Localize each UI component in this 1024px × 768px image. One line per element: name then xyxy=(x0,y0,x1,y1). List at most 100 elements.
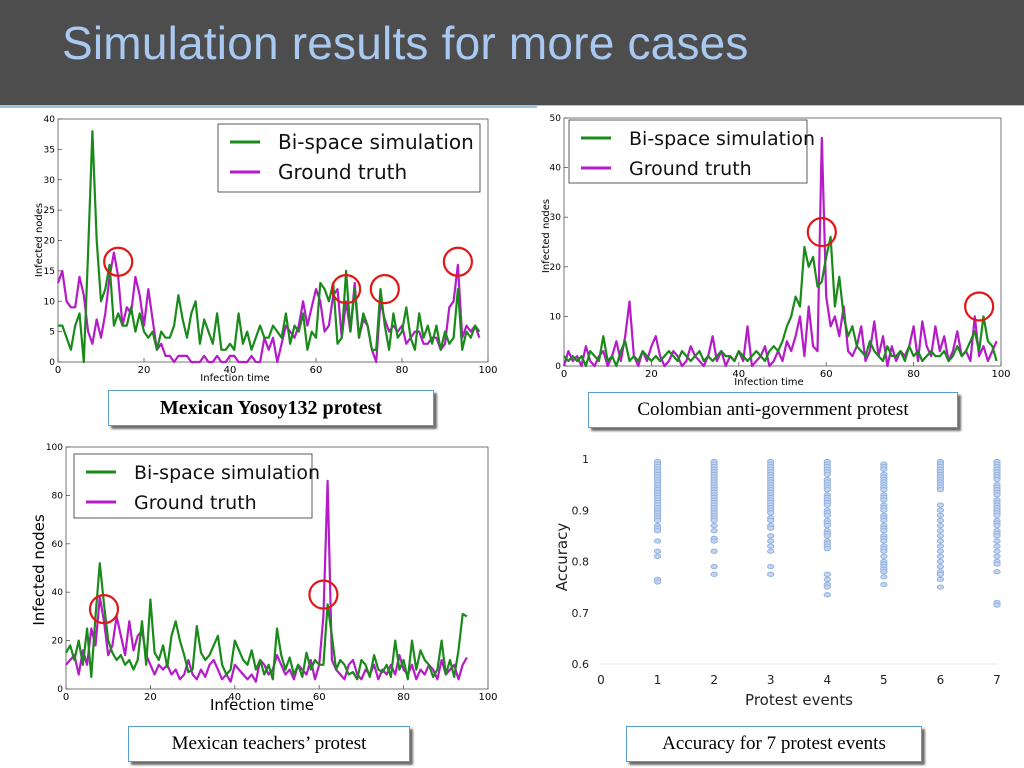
caption-colombian: Colombian anti-government protest xyxy=(588,392,958,428)
y-axis-label: Infected nodes xyxy=(30,514,48,626)
chart-teachers: 0 20 40 60 80 100 0 20 40 60 80 100 Infection time In… xyxy=(30,443,498,714)
x-tick-label: 0 xyxy=(597,673,605,687)
legend-entry: Ground truth xyxy=(134,492,257,514)
y-tick-label: 10 xyxy=(44,297,56,307)
scatter-point xyxy=(936,502,945,508)
y-tick-label: 5 xyxy=(49,328,55,338)
x-axis-label: Infection time xyxy=(734,377,803,388)
scatter-point xyxy=(823,512,831,519)
scatter-point xyxy=(880,553,888,560)
scatter-point xyxy=(936,538,945,544)
scatter-point xyxy=(936,548,945,554)
highlight-circle xyxy=(308,579,339,610)
x-tick-label: 60 xyxy=(310,365,323,376)
legend-entry: Bi-space simulation xyxy=(278,130,474,154)
series-line-bi-space-simulation xyxy=(65,562,468,681)
highlight-circle xyxy=(88,594,120,625)
scatter-point xyxy=(880,466,888,472)
legend-entry: Bi-space simulation xyxy=(629,128,815,150)
x-tick-label: 6 xyxy=(937,673,945,687)
scatter-point xyxy=(993,512,1001,519)
scatter-point xyxy=(936,571,945,577)
x-tick-label: 100 xyxy=(991,369,1010,380)
x-tick-label: 20 xyxy=(144,692,157,703)
scatter-point xyxy=(880,538,888,544)
highlight-circle xyxy=(806,216,837,248)
scatter-point xyxy=(936,487,945,493)
x-tick-label: 100 xyxy=(478,692,497,703)
scatter-point xyxy=(767,533,775,539)
x-tick-label: 80 xyxy=(907,369,920,380)
scatter-point xyxy=(767,510,775,516)
x-tick-label: 0 xyxy=(561,369,567,380)
scatter-point xyxy=(993,492,1001,498)
scatter-point xyxy=(993,533,1001,539)
scatter-point xyxy=(653,528,662,534)
y-tick-label: 0 xyxy=(57,685,63,695)
scatter-point xyxy=(823,502,831,508)
highlight-circle xyxy=(103,246,134,277)
y-tick-label: 0.7 xyxy=(572,607,590,620)
x-tick-label: 7 xyxy=(993,673,1001,687)
x-tick-label: 80 xyxy=(396,365,409,376)
scatter-point xyxy=(823,584,831,590)
legend-entry: Ground truth xyxy=(629,158,752,180)
scatter-point xyxy=(710,528,718,534)
scatter-point xyxy=(710,517,718,524)
scatter-point xyxy=(936,553,945,560)
x-tick-label: 60 xyxy=(313,692,326,703)
scatter-point xyxy=(993,476,1001,483)
scatter-point xyxy=(993,538,1001,544)
scatter-point xyxy=(767,525,775,531)
x-tick-label: 40 xyxy=(228,692,241,703)
scatter-point xyxy=(936,576,945,583)
y-tick-label: 50 xyxy=(550,114,562,124)
y-tick-label: 20 xyxy=(550,263,562,273)
y-tick-label: 20 xyxy=(52,637,64,647)
y-tick-label: 60 xyxy=(52,540,64,550)
scatter-point xyxy=(993,561,1001,567)
scatter-point xyxy=(653,538,662,544)
scatter-point xyxy=(993,543,1001,549)
scatter-point xyxy=(993,602,1001,608)
x-tick-label: 60 xyxy=(820,369,833,380)
chart-panel-yosoy132: 0 20 40 60 80 100 0 5 10 15 20 25 30 35 40 Infection ti… xyxy=(30,112,508,392)
x-tick-label: 4 xyxy=(823,673,831,687)
x-tick-label: 0 xyxy=(55,365,61,376)
x-axis-label: Infection time xyxy=(210,696,314,714)
legend-box xyxy=(568,119,808,184)
scatter-point xyxy=(767,538,775,544)
x-tick-label: 5 xyxy=(880,673,888,687)
y-tick-label: 80 xyxy=(52,491,64,501)
highlight-circle xyxy=(964,291,995,322)
scatter-point xyxy=(880,574,888,580)
x-tick-label: 80 xyxy=(397,692,410,703)
scatter-point xyxy=(653,579,662,585)
scatter-point xyxy=(823,576,831,583)
chart-colombian: 0 20 40 60 80 100 0 10 20 30 40 50 Infection time Inf… xyxy=(541,114,1011,388)
y-tick-label: 30 xyxy=(44,176,56,186)
scatter-point xyxy=(653,553,662,560)
y-tick-label: 40 xyxy=(44,115,56,125)
scatter-point xyxy=(880,517,888,524)
x-tick-label: 40 xyxy=(732,369,745,380)
x-tick-label: 40 xyxy=(224,365,237,376)
y-axis-label: Accuracy xyxy=(553,523,571,592)
legend-entry: Ground truth xyxy=(278,160,407,184)
y-tick-label: 25 xyxy=(44,206,55,216)
scatter-point xyxy=(993,553,1001,560)
scatter-point xyxy=(936,563,945,570)
scatter-point xyxy=(936,528,945,534)
y-axis-label: Infected nodes xyxy=(34,203,45,277)
highlight-circle xyxy=(331,274,362,305)
series-line-ground-truth xyxy=(56,251,481,364)
scatter-point xyxy=(767,548,775,554)
scatter-point xyxy=(767,571,775,577)
scatter-point xyxy=(823,571,831,577)
y-tick-label: 0 xyxy=(555,362,561,372)
y-tick-label: 1 xyxy=(582,453,589,466)
scatter-point xyxy=(993,522,1001,529)
legend-box xyxy=(73,453,313,519)
y-axis-label: Infected nodes xyxy=(541,199,552,273)
